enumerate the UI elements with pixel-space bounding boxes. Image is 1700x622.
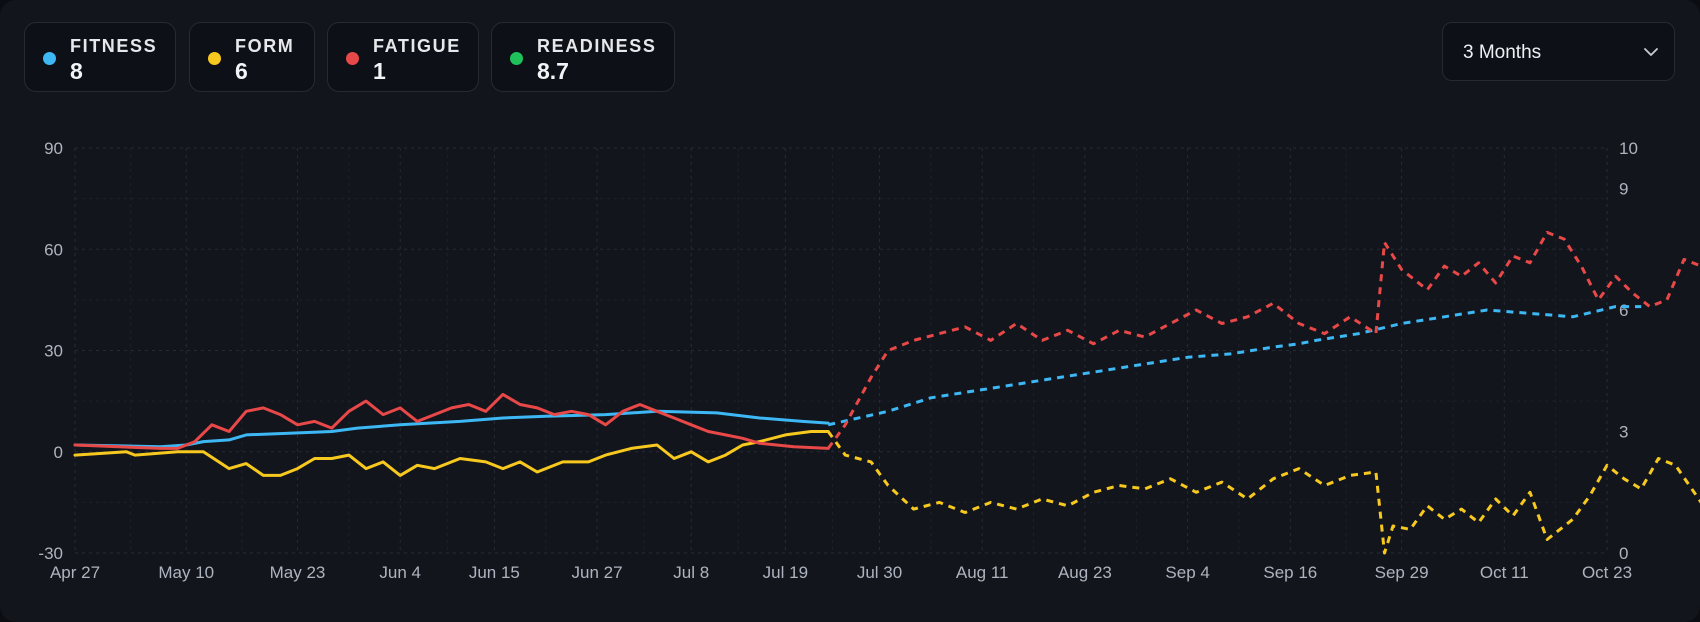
x-tick-label: Aug 23 <box>1058 563 1112 582</box>
y-left-tick-label: 60 <box>44 240 63 259</box>
stat-card-readiness[interactable]: READINESS 8.7 <box>491 22 675 92</box>
y-left-tick-label: 90 <box>44 139 63 158</box>
fatigue-forecast-line <box>826 230 1700 450</box>
x-tick-label: May 23 <box>270 563 326 582</box>
x-tick-label: Jun 27 <box>572 563 623 582</box>
x-tick-label: Jul 30 <box>857 563 902 582</box>
stat-card-fitness[interactable]: FITNESS 8 <box>24 22 176 92</box>
y-left-tick-label: 0 <box>54 443 63 462</box>
x-tick-label: Jun 15 <box>469 563 520 582</box>
stat-card-fatigue[interactable]: FATIGUE 1 <box>327 22 479 92</box>
stat-value: 1 <box>373 58 386 84</box>
readiness-dot-icon <box>510 52 523 65</box>
x-tick-label: Jun 4 <box>379 563 421 582</box>
x-tick-label: Sep 29 <box>1375 563 1429 582</box>
range-select[interactable]: 3 Months <box>1442 22 1675 81</box>
x-tick-label: May 10 <box>158 563 214 582</box>
fitness-dot-icon <box>43 52 56 65</box>
stat-label: FATIGUE <box>373 36 461 56</box>
form-history-line <box>73 430 830 477</box>
x-tick-label: Jul 8 <box>673 563 709 582</box>
y-right-tick-label: 9 <box>1619 180 1628 199</box>
x-tick-label: Sep 16 <box>1263 563 1317 582</box>
chevron-down-icon <box>1644 48 1658 56</box>
y-left-tick-label: -30 <box>38 544 63 563</box>
y-right-tick-label: 10 <box>1619 139 1638 158</box>
x-tick-label: Jul 19 <box>763 563 808 582</box>
stat-label: FORM <box>235 36 295 56</box>
range-select-label: 3 Months <box>1463 42 1542 63</box>
y-right-tick-label: 6 <box>1619 301 1628 320</box>
stat-value: 6 <box>235 58 248 84</box>
y-left-tick-label: 30 <box>44 342 63 361</box>
form-forecast-line <box>826 430 1700 555</box>
x-tick-label: Apr 27 <box>50 563 100 582</box>
stat-value: 8 <box>70 58 83 84</box>
stat-label: FITNESS <box>70 36 158 56</box>
form-dot-icon <box>208 52 221 65</box>
stat-card-form[interactable]: FORM 6 <box>189 22 315 92</box>
x-tick-label: Oct 23 <box>1582 563 1632 582</box>
fitness-history-line <box>73 409 830 449</box>
y-right-tick-label: 0 <box>1619 544 1628 563</box>
stat-label: READINESS <box>537 36 657 56</box>
stat-value: 8.7 <box>537 58 569 84</box>
fatigue-history-line <box>73 392 830 450</box>
fatigue-dot-icon <box>346 52 359 65</box>
fitness-forecast-line <box>827 305 1642 427</box>
x-tick-label: Sep 4 <box>1165 563 1209 582</box>
y-right-tick-label: 3 <box>1619 423 1628 442</box>
x-tick-label: Oct 11 <box>1480 563 1529 582</box>
x-tick-label: Aug 11 <box>956 563 1009 582</box>
